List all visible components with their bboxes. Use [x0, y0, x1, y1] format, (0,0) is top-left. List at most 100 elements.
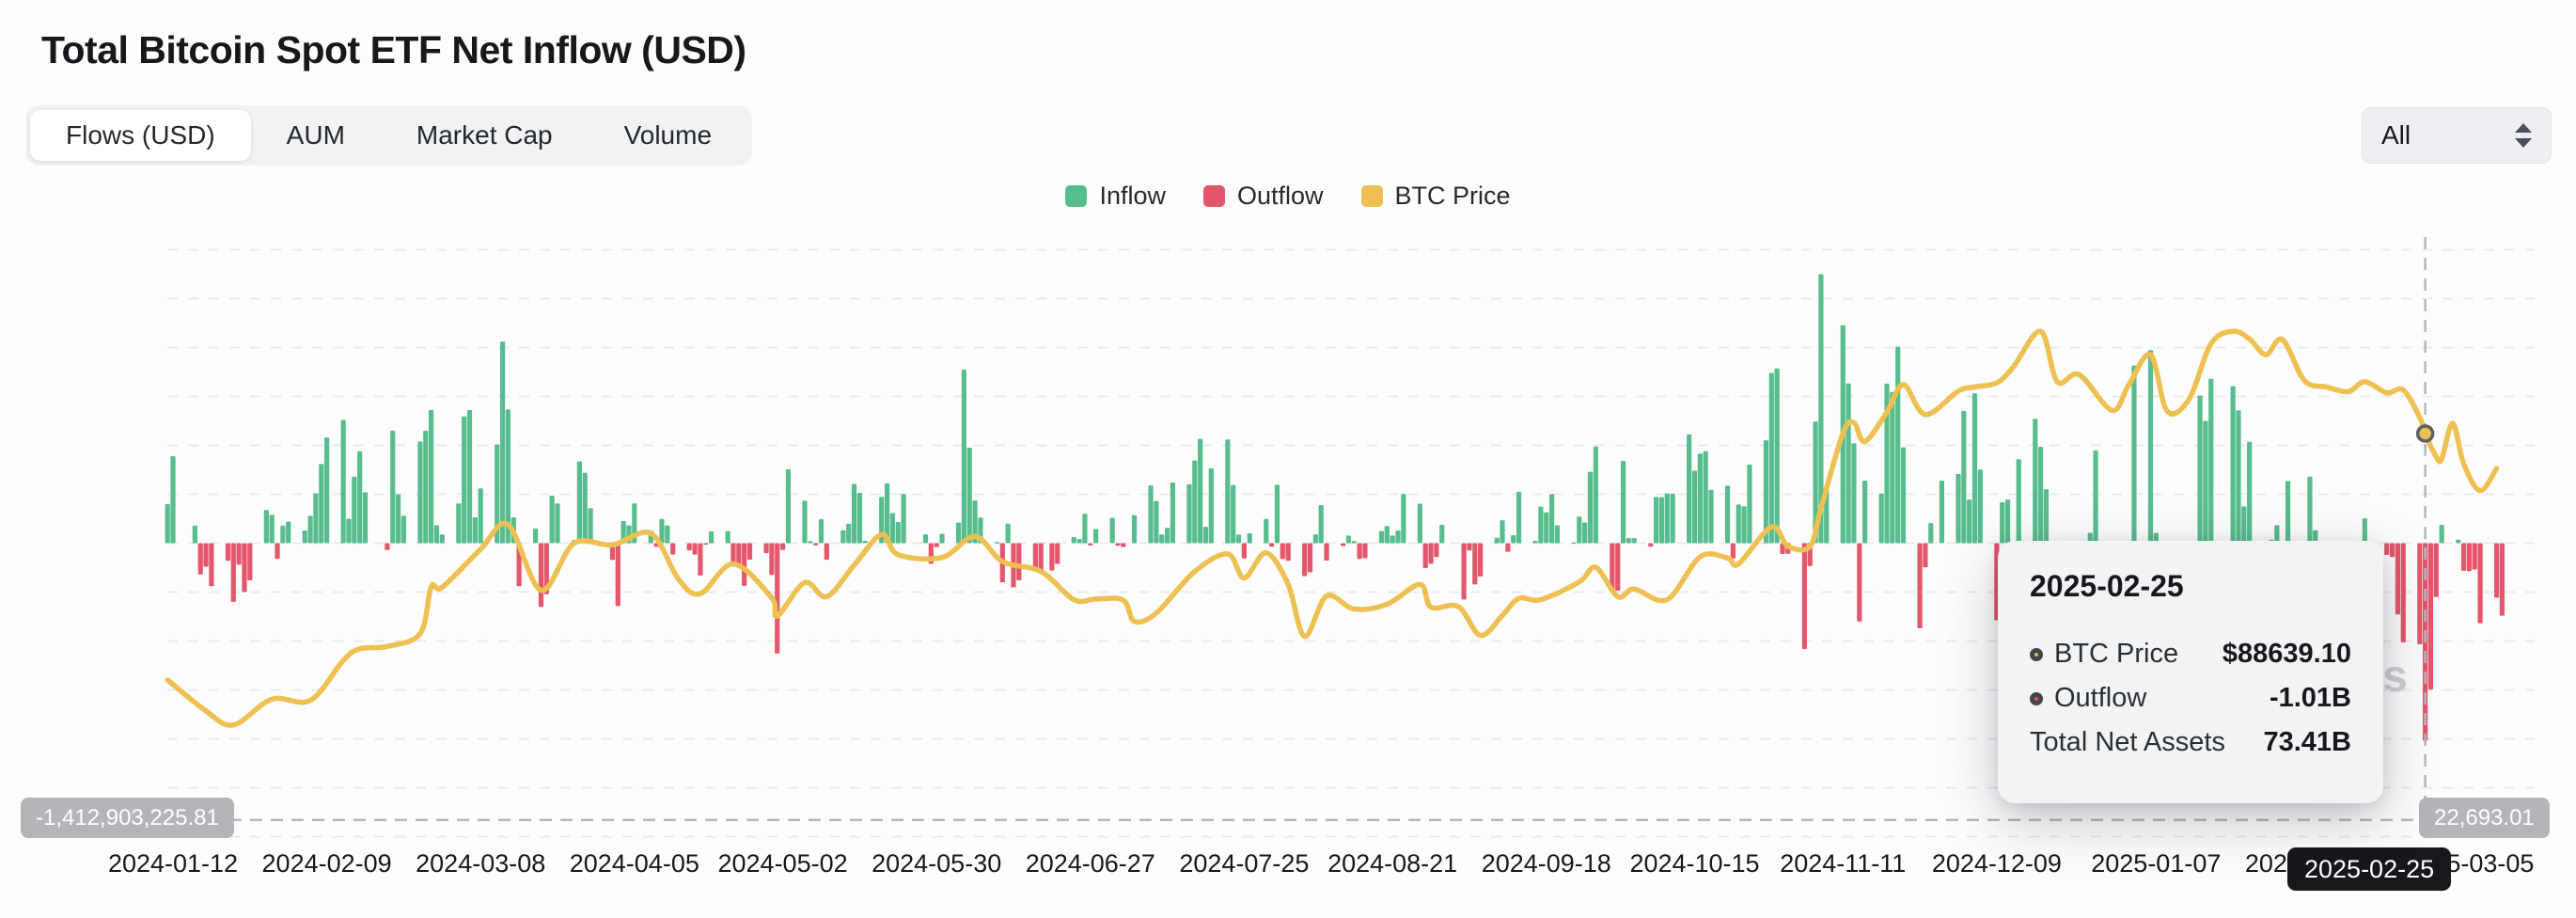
outflow-bar[interactable] — [230, 543, 236, 602]
outflow-bar[interactable] — [1801, 543, 1807, 650]
outflow-bar[interactable] — [1269, 543, 1275, 547]
inflow-bar[interactable] — [2131, 365, 2137, 544]
outflow-bar[interactable] — [1610, 543, 1615, 591]
inflow-bar[interactable] — [2362, 518, 2367, 544]
inflow-bar[interactable] — [1813, 421, 1818, 544]
inflow-bar[interactable] — [1691, 470, 1698, 544]
inflow-bar[interactable] — [555, 503, 560, 544]
inflow-bar[interactable] — [1582, 522, 1588, 544]
inflow-bar[interactable] — [1654, 497, 1659, 544]
inflow-bar[interactable] — [1198, 438, 1203, 544]
inflow-bar[interactable] — [2230, 386, 2236, 544]
inflow-bar[interactable] — [1170, 483, 1176, 544]
inflow-bar[interactable] — [1862, 480, 1868, 544]
inflow-bar[interactable] — [1159, 534, 1165, 544]
inflow-bar[interactable] — [1724, 485, 1731, 544]
inflow-bar[interactable] — [1956, 473, 1961, 544]
outflow-bar[interactable] — [1357, 543, 1362, 560]
inflow-bar[interactable] — [439, 534, 445, 544]
inflow-bar[interactable] — [2153, 532, 2159, 544]
outflow-bar[interactable] — [2417, 543, 2423, 645]
inflow-bar[interactable] — [966, 447, 972, 544]
inflow-bar[interactable] — [390, 430, 396, 544]
outflow-bar[interactable] — [1467, 543, 1472, 551]
outflow-bar[interactable] — [1428, 543, 1434, 564]
range-select-dropdown[interactable]: All — [2362, 107, 2552, 164]
inflow-bar[interactable] — [1202, 527, 1209, 544]
outflow-bar[interactable] — [692, 543, 698, 555]
inflow-bar[interactable] — [505, 409, 511, 544]
outflow-bar[interactable] — [742, 543, 747, 586]
inflow-bar[interactable] — [2033, 419, 2038, 544]
inflow-bar[interactable] — [1164, 528, 1170, 544]
inflow-bar[interactable] — [1538, 506, 1544, 544]
outflow-bar[interactable] — [1615, 543, 1621, 592]
inflow-bar[interactable] — [2313, 530, 2318, 544]
outflow-bar[interactable] — [2433, 543, 2439, 597]
outflow-bar[interactable] — [1362, 543, 1368, 559]
outflow-bar[interactable] — [1434, 543, 1439, 558]
inflow-bar[interactable] — [549, 495, 555, 544]
inflow-bar[interactable] — [1736, 504, 1741, 544]
inflow-bar[interactable] — [2307, 476, 2313, 544]
outflow-bar[interactable] — [775, 543, 780, 654]
inflow-bar[interactable] — [1967, 499, 1972, 544]
inflow-bar[interactable] — [456, 503, 462, 544]
inflow-bar[interactable] — [1148, 485, 1154, 544]
outflow-bar[interactable] — [1038, 543, 1044, 574]
outflow-bar[interactable] — [2389, 543, 2395, 558]
outflow-bar[interactable] — [1478, 543, 1484, 577]
inflow-bar[interactable] — [1005, 523, 1011, 544]
inflow-bar[interactable] — [1439, 524, 1445, 544]
inflow-bar[interactable] — [2093, 450, 2098, 544]
outflow-bar[interactable] — [2460, 543, 2467, 571]
outflow-bar[interactable] — [2395, 543, 2401, 615]
inflow-bar[interactable] — [1895, 346, 1901, 544]
inflow-bar[interactable] — [395, 494, 401, 544]
outflow-bar[interactable] — [670, 543, 676, 555]
outflow-bar[interactable] — [1307, 543, 1313, 573]
inflow-bar[interactable] — [1511, 534, 1516, 544]
inflow-bar[interactable] — [818, 518, 825, 544]
inflow-bar[interactable] — [362, 492, 369, 544]
inflow-bar[interactable] — [1774, 368, 1780, 544]
inflow-bar[interactable] — [889, 513, 896, 544]
inflow-bar[interactable] — [1703, 451, 1708, 544]
outflow-bar[interactable] — [538, 543, 544, 608]
tab-flows-usd[interactable]: Flows (USD) — [30, 110, 251, 161]
outflow-bar[interactable] — [730, 543, 736, 567]
inflow-bar[interactable] — [401, 515, 407, 544]
inflow-bar[interactable] — [170, 455, 176, 544]
inflow-bar[interactable] — [269, 514, 275, 544]
legend-item-outflow[interactable]: Outflow — [1202, 182, 1324, 211]
inflow-bar[interactable] — [302, 530, 307, 544]
outflow-bar[interactable] — [1049, 543, 1055, 571]
outflow-bar[interactable] — [1857, 543, 1862, 622]
inflow-bar[interactable] — [1532, 541, 1538, 544]
inflow-bar[interactable] — [319, 464, 324, 544]
outflow-bar[interactable] — [385, 543, 390, 550]
inflow-bar[interactable] — [1587, 471, 1594, 544]
outflow-bar[interactable] — [247, 543, 253, 581]
inflow-bar[interactable] — [961, 370, 966, 544]
inflow-bar[interactable] — [576, 461, 582, 544]
inflow-bar[interactable] — [2004, 499, 2011, 544]
outflow-bar[interactable] — [236, 543, 242, 565]
outflow-bar[interactable] — [1241, 543, 1247, 559]
inflow-bar[interactable] — [879, 497, 885, 544]
inflow-bar[interactable] — [1131, 514, 1138, 544]
inflow-bar[interactable] — [429, 410, 434, 544]
outflow-bar[interactable] — [1115, 543, 1121, 546]
inflow-bar[interactable] — [1312, 534, 1318, 544]
inflow-bar[interactable] — [1708, 489, 1714, 544]
outflow-bar[interactable] — [1917, 543, 1923, 628]
inflow-bar[interactable] — [955, 522, 962, 544]
inflow-bar[interactable] — [533, 528, 539, 544]
inflow-bar[interactable] — [1939, 480, 1945, 544]
inflow-bar[interactable] — [1192, 460, 1198, 544]
inflow-bar[interactable] — [840, 530, 846, 544]
outflow-bar[interactable] — [698, 543, 703, 576]
outflow-bar[interactable] — [1121, 543, 1126, 547]
inflow-bar[interactable] — [2241, 506, 2247, 544]
inflow-bar[interactable] — [462, 416, 467, 544]
